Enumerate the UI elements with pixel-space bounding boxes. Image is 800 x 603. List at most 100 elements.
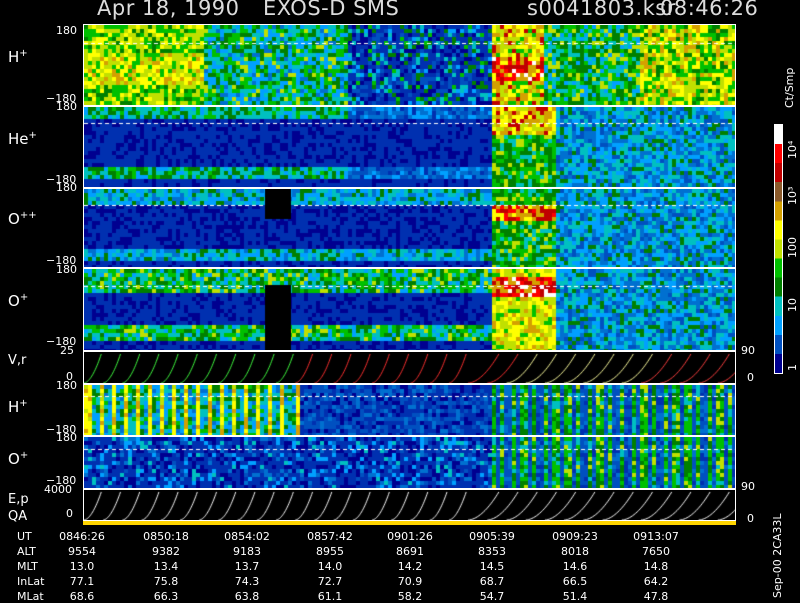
qa-bar: [83, 521, 736, 525]
ephemeris-value-alt: 9382: [152, 545, 180, 558]
panel-h-plus-lower: [83, 384, 736, 436]
ephemeris-label-mlt: MLT: [17, 560, 38, 573]
ephemeris-label-alt: ALT: [17, 545, 36, 558]
colorbar-tick-10: 10: [786, 298, 799, 312]
tick-he-top: 180: [56, 100, 77, 113]
label-h-plus-lower: H+: [8, 398, 28, 416]
ephemeris-value-mlt: 14.6: [562, 560, 588, 573]
colorbar-tick-1e3: 10³: [786, 186, 799, 205]
right-tick-ep-bot: 0: [747, 512, 754, 525]
ephemeris-value-mlat: 58.2: [397, 590, 423, 603]
ephemeris-value-ut: 0913:07: [633, 530, 679, 543]
tick-o2-top: 180: [56, 431, 77, 444]
tick-opp-top: 180: [56, 181, 77, 194]
ephemeris-value-ut: 0901:26: [387, 530, 433, 543]
ephemeris-value-mlat: 47.8: [643, 590, 669, 603]
ephemeris-label-mlat: MLat: [17, 590, 44, 603]
ephemeris-value-mlt: 13.4: [153, 560, 179, 573]
ephemeris-value-ut: 0850:18: [143, 530, 189, 543]
tick-opp-bot: −180: [46, 254, 77, 267]
tick-o2-bot: −180: [46, 474, 77, 487]
plot-date: Apr 18, 1990: [97, 0, 240, 20]
tick-h-top: 180: [56, 24, 77, 37]
label-velocity: V,r: [8, 353, 27, 368]
label-he-plus: He+: [8, 130, 37, 148]
label-qa: QA: [8, 509, 28, 524]
ephemeris-value-alt: 9554: [68, 545, 96, 558]
colorbar-tick-100: 100: [786, 237, 799, 258]
velocity-curves: [84, 352, 735, 383]
footer-id: Sep-00 2CA33L: [771, 513, 784, 598]
ephemeris-value-ut: 0857:42: [307, 530, 353, 543]
tick-h2-bot: −180: [46, 423, 77, 436]
panel-velocity: [83, 351, 736, 384]
ephemeris-value-alt: 8018: [561, 545, 589, 558]
heatmap-he-plus: [84, 107, 735, 187]
plot-time: 08:46:26: [660, 0, 759, 20]
ephemeris-value-alt: 8691: [396, 545, 424, 558]
label-o-plusplus: O++: [8, 210, 37, 228]
ephemeris-value-inlat: 64.2: [643, 575, 669, 588]
ephemeris-value-inlat: 75.8: [153, 575, 179, 588]
ephemeris-value-inlat: 74.3: [234, 575, 260, 588]
ephemeris-label-ut: UT: [17, 530, 32, 543]
heatmap-h-plus-lower: [84, 385, 735, 435]
panel-energy: [83, 489, 736, 521]
ephemeris-value-mlat: 63.8: [234, 590, 260, 603]
colorbar: [774, 124, 783, 374]
heatmap-o-plusplus: [84, 189, 735, 267]
right-tick-vr-bot: 0: [747, 371, 754, 384]
label-h-plus: H+: [8, 48, 28, 66]
ephemeris-value-mlat: 61.1: [317, 590, 343, 603]
ephemeris-value-mlat: 51.4: [562, 590, 588, 603]
panel-he-plus-pitch: [83, 106, 736, 188]
ephemeris-value-alt: 8955: [316, 545, 344, 558]
energy-curves: [84, 490, 735, 520]
panel-o-plus-pitch: [83, 268, 736, 351]
ephemeris-value-mlat: 54.7: [479, 590, 505, 603]
ephemeris-value-mlt: 13.0: [69, 560, 95, 573]
right-tick-vr-top: 90: [741, 344, 755, 357]
tick-ep-top: 4000: [44, 483, 72, 496]
heatmap-o-plus-lower: [84, 437, 735, 488]
tick-ep-bot: 0: [66, 507, 73, 520]
label-o-plus: O+: [8, 292, 29, 310]
ephemeris-value-ut: 0846:26: [59, 530, 105, 543]
label-energy: E,p: [8, 492, 29, 507]
ephemeris-value-mlt: 14.0: [317, 560, 343, 573]
colorbar-tick-1e4: 10⁴: [786, 140, 799, 159]
tick-h-bot: −180: [46, 92, 77, 105]
heatmap-o-plus: [84, 269, 735, 350]
colorbar-tick-1: 1: [786, 364, 799, 371]
ephemeris-value-inlat: 77.1: [69, 575, 95, 588]
panel-h-plus-pitch: [83, 24, 736, 106]
tick-v-bot: 0: [66, 370, 73, 383]
ephemeris-value-inlat: 72.7: [317, 575, 343, 588]
plot-file: s0041803.ksr: [527, 0, 676, 20]
right-tick-ep-top: 90: [741, 480, 755, 493]
colorbar-unit: Ct/Smp: [783, 67, 796, 108]
ephemeris-value-alt: 8353: [478, 545, 506, 558]
tick-o-bot: −180: [46, 335, 77, 348]
tick-o-top: 180: [56, 263, 77, 276]
ephemeris-value-ut: 0909:23: [552, 530, 598, 543]
ephemeris-value-inlat: 68.7: [479, 575, 505, 588]
tick-v-top: 25: [60, 344, 74, 357]
heatmap-h-plus: [84, 25, 735, 105]
panel-o-plus-lower: [83, 436, 736, 489]
ephemeris-value-mlat: 66.3: [153, 590, 179, 603]
ephemeris-value-mlt: 14.2: [397, 560, 423, 573]
tick-he-bot: −180: [46, 173, 77, 186]
ephemeris-value-inlat: 70.9: [397, 575, 423, 588]
ephemeris-value-ut: 0905:39: [469, 530, 515, 543]
ephemeris-value-mlt: 14.8: [643, 560, 669, 573]
label-o-plus-lower: O+: [8, 450, 29, 468]
ephemeris-value-mlt: 13.7: [234, 560, 260, 573]
tick-h2-top: 180: [56, 379, 77, 392]
ephemeris-value-alt: 7650: [642, 545, 670, 558]
panel-o-plusplus-pitch: [83, 188, 736, 268]
plot-instrument: EXOS-D SMS: [263, 0, 400, 20]
ephemeris-value-ut: 0854:02: [224, 530, 270, 543]
ephemeris-value-mlt: 14.5: [479, 560, 505, 573]
ephemeris-value-alt: 9183: [233, 545, 261, 558]
